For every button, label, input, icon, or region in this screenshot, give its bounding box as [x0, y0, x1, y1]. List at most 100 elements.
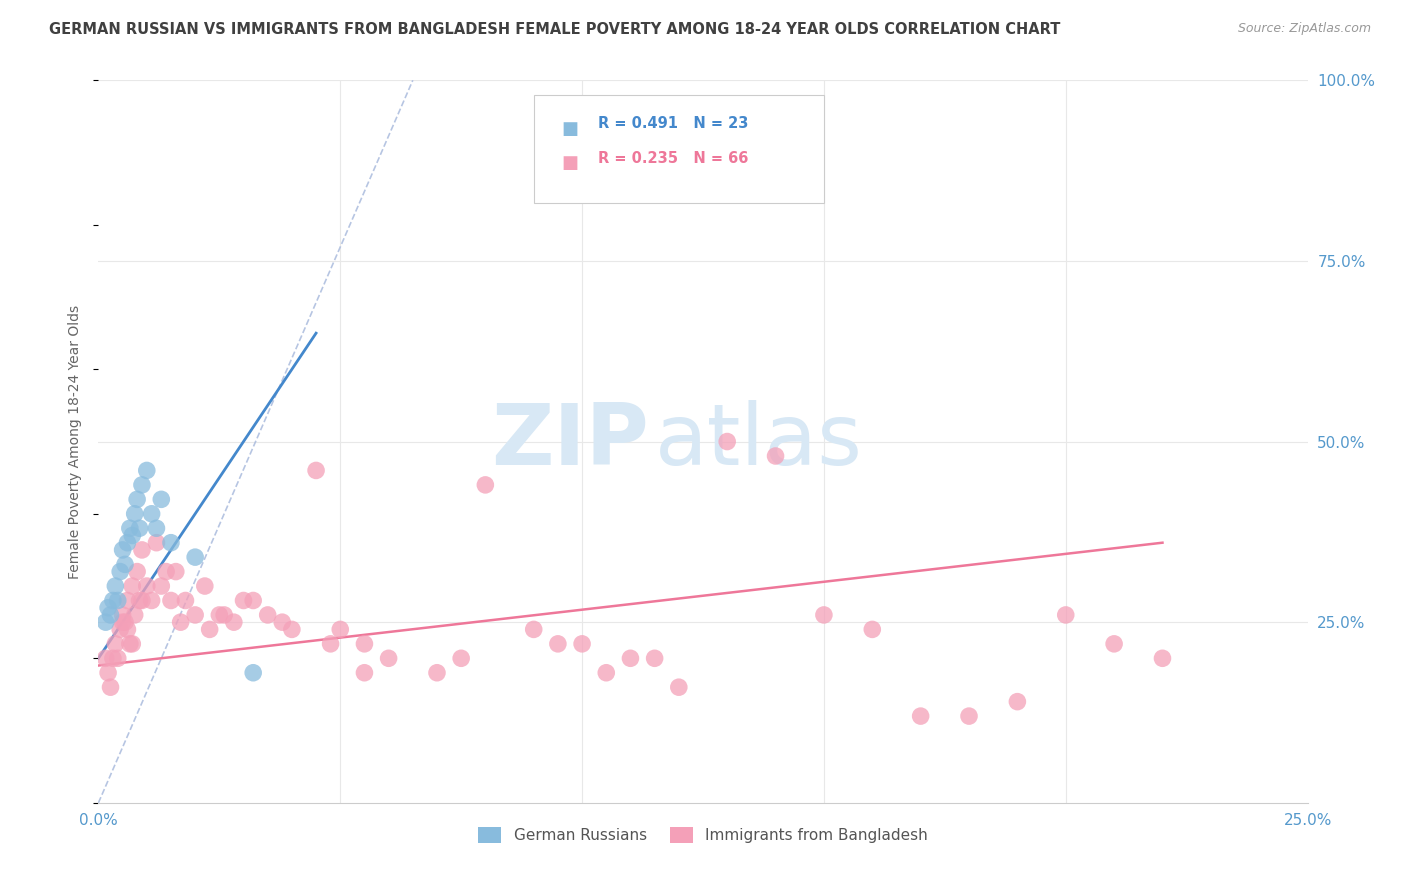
Text: R = 0.235   N = 66: R = 0.235 N = 66: [598, 151, 748, 166]
Point: [111, 607, 134, 622]
Point: [242, 593, 264, 607]
Point: [668, 680, 690, 694]
Point: [131, 593, 153, 607]
Point: [107, 651, 129, 665]
Point: [1054, 607, 1077, 622]
Point: [131, 478, 153, 492]
Point: [117, 535, 139, 549]
Point: [114, 615, 136, 630]
Point: [860, 623, 883, 637]
Point: [165, 565, 187, 579]
Point: [150, 579, 173, 593]
Point: [104, 637, 127, 651]
Text: Source: ZipAtlas.com: Source: ZipAtlas.com: [1237, 22, 1371, 36]
Point: [426, 665, 449, 680]
Text: R = 0.491   N = 23: R = 0.491 N = 23: [598, 117, 748, 131]
Point: [160, 593, 183, 607]
Point: [94, 651, 117, 665]
Point: [150, 492, 173, 507]
Point: [141, 507, 163, 521]
Point: [595, 665, 617, 680]
Point: [353, 665, 375, 680]
Point: [212, 607, 235, 622]
Point: [910, 709, 932, 723]
Point: [644, 651, 666, 665]
Point: [353, 637, 375, 651]
Point: [571, 637, 593, 651]
Point: [135, 579, 157, 593]
Point: [198, 623, 221, 637]
Point: [523, 623, 546, 637]
Text: atlas: atlas: [655, 400, 863, 483]
Point: [329, 623, 352, 637]
Point: [127, 565, 149, 579]
Point: [474, 478, 496, 492]
Text: ■: ■: [561, 153, 578, 171]
Point: [128, 593, 150, 607]
Point: [256, 607, 278, 622]
Point: [121, 637, 143, 651]
Point: [97, 665, 120, 680]
Point: [208, 607, 231, 622]
Point: [94, 615, 117, 630]
FancyBboxPatch shape: [534, 95, 824, 203]
Point: [1102, 637, 1125, 651]
Point: [124, 607, 146, 622]
Point: [765, 449, 787, 463]
Point: [1152, 651, 1174, 665]
Point: [111, 615, 134, 630]
Point: [160, 535, 183, 549]
Point: [145, 521, 167, 535]
Point: [155, 565, 177, 579]
Point: [813, 607, 835, 622]
Point: [111, 542, 134, 557]
Point: [169, 615, 191, 630]
Point: [118, 637, 141, 651]
Point: [118, 521, 141, 535]
Point: [107, 593, 129, 607]
Point: [108, 565, 131, 579]
Text: ■: ■: [561, 120, 578, 138]
Y-axis label: Female Poverty Among 18-24 Year Olds: Female Poverty Among 18-24 Year Olds: [69, 304, 83, 579]
Point: [194, 579, 217, 593]
Point: [135, 463, 157, 477]
Point: [121, 528, 143, 542]
Point: [547, 637, 569, 651]
Point: [450, 651, 472, 665]
Point: [174, 593, 197, 607]
Point: [131, 542, 153, 557]
Text: ZIP: ZIP: [491, 400, 648, 483]
Point: [108, 623, 131, 637]
Point: [145, 535, 167, 549]
Point: [141, 593, 163, 607]
Point: [100, 680, 122, 694]
Point: [127, 492, 149, 507]
Point: [222, 615, 245, 630]
Point: [619, 651, 641, 665]
Point: [1007, 695, 1029, 709]
Point: [184, 607, 207, 622]
Point: [377, 651, 399, 665]
Point: [271, 615, 294, 630]
Point: [957, 709, 980, 723]
Text: GERMAN RUSSIAN VS IMMIGRANTS FROM BANGLADESH FEMALE POVERTY AMONG 18-24 YEAR OLD: GERMAN RUSSIAN VS IMMIGRANTS FROM BANGLA…: [49, 22, 1060, 37]
Point: [124, 507, 146, 521]
Legend: German Russians, Immigrants from Bangladesh: German Russians, Immigrants from Banglad…: [472, 822, 934, 849]
Point: [100, 607, 122, 622]
Point: [121, 579, 143, 593]
Point: [104, 579, 127, 593]
Point: [117, 623, 139, 637]
Point: [101, 651, 124, 665]
Point: [305, 463, 328, 477]
Point: [97, 600, 120, 615]
Point: [232, 593, 254, 607]
Point: [242, 665, 264, 680]
Point: [101, 593, 124, 607]
Point: [281, 623, 304, 637]
Point: [128, 521, 150, 535]
Point: [319, 637, 342, 651]
Point: [716, 434, 738, 449]
Point: [114, 558, 136, 572]
Point: [184, 550, 207, 565]
Point: [117, 593, 139, 607]
